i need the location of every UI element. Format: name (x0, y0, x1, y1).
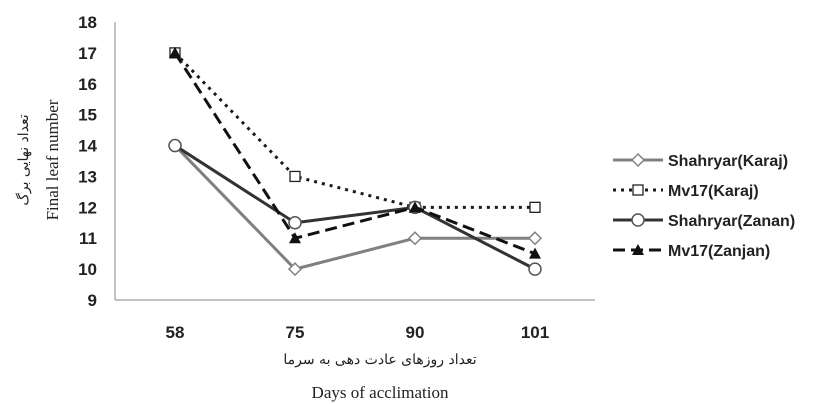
y-tick-label: 14 (78, 137, 97, 156)
series-line (174, 144, 536, 271)
y-tick-label: 10 (78, 260, 97, 279)
legend-label: Mv17(Karaj) (668, 183, 759, 200)
series-line (173, 52, 536, 256)
x-axis-label-en: Days of acclimation (312, 383, 449, 402)
legend-label: Shahryar(Zanan) (668, 213, 795, 230)
x-axis-label-fa: تعداد روزهای عادت دهی به سرما (283, 352, 476, 368)
x-tick-label: 90 (406, 323, 425, 342)
legend-item: Mv17(Karaj) (613, 183, 759, 200)
series-group (167, 138, 543, 277)
legend-item: Shahryar(Karaj) (613, 152, 788, 170)
data-point (168, 138, 182, 153)
data-point (288, 216, 302, 230)
legend-label: Mv17(Zanjan) (668, 243, 770, 260)
y-axis-label-fa: تعداد نهایی برگ (15, 114, 32, 205)
legend-item: Mv17(Zanjan) (613, 243, 770, 260)
x-tick-label: 101 (521, 323, 549, 342)
data-point (528, 262, 542, 276)
x-tick-labels: 58 75 90 101 (166, 323, 550, 342)
data-point (529, 247, 541, 259)
y-tick-labels: 9 10 11 12 13 14 15 16 17 18 (78, 13, 97, 310)
y-tick-label: 17 (78, 44, 97, 63)
series-group (169, 46, 541, 259)
y-tick-label: 12 (78, 198, 97, 217)
series-layer (167, 46, 543, 277)
y-tick-label: 9 (88, 291, 97, 310)
legend: Shahryar(Karaj) Mv17(Karaj) Shahryar(Zanan… (613, 152, 795, 260)
data-point (527, 231, 543, 246)
data-point (529, 201, 541, 213)
data-point (409, 201, 421, 213)
series-line (173, 51, 535, 209)
y-tick-label: 15 (78, 106, 97, 125)
series-group (168, 138, 542, 276)
data-point (407, 231, 423, 246)
data-point (289, 170, 301, 183)
legend-item: Shahryar(Zanan) (613, 213, 795, 230)
y-tick-label: 13 (78, 167, 97, 186)
y-tick-label: 18 (78, 13, 97, 32)
legend-marker (630, 152, 646, 168)
legend-marker (632, 244, 644, 255)
legend-marker (631, 213, 645, 227)
data-point (289, 232, 301, 244)
x-tick-label: 75 (286, 323, 305, 342)
legend-label: Shahryar(Karaj) (668, 153, 788, 170)
data-point (169, 46, 181, 58)
legend-marker (632, 184, 644, 196)
data-point (287, 262, 303, 277)
y-tick-label: 11 (79, 229, 97, 248)
x-tick-label: 58 (166, 323, 185, 342)
y-axis-label-en: Final leaf number (43, 99, 62, 220)
y-tick-label: 16 (78, 75, 97, 94)
